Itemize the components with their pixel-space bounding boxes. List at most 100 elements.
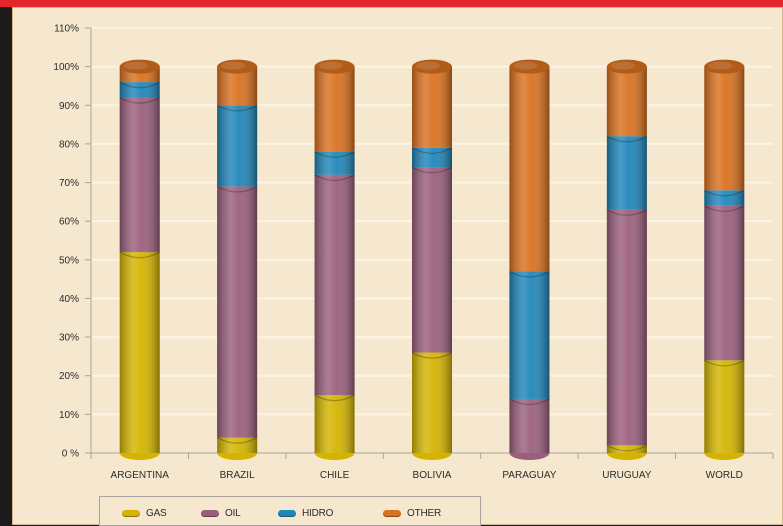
bar-shading (606, 445, 647, 453)
y-tick-label: 90% (59, 101, 79, 112)
bar-top-cap (412, 59, 452, 74)
bar-top-cap-shade (606, 59, 647, 74)
bar-shading (606, 136, 647, 210)
bar-top-cap (606, 59, 647, 74)
bar-top-cap-shade (119, 59, 160, 74)
legend-swatch (122, 509, 140, 517)
bar-shading (606, 209, 647, 446)
bar-top-highlight (221, 61, 246, 70)
segment-boundary (314, 174, 355, 182)
bar-top-cap (217, 59, 258, 74)
legend-item-gas: GAS (122, 507, 167, 519)
bar-top-cap (314, 59, 355, 74)
bar-top-cap-shade (314, 59, 355, 74)
y-tick-label: 0 % (62, 449, 79, 460)
segment-boundary (606, 135, 648, 143)
legend-item-oil: OIL (201, 507, 241, 519)
legend-label: HIDRO (302, 507, 334, 519)
bar-shading (704, 190, 745, 206)
bar-shading (509, 271, 550, 399)
top-accent-bar (0, 0, 783, 7)
x-tick-label: BOLIVIA (413, 470, 452, 481)
bar-shading (704, 66, 745, 191)
legend-swatch (278, 509, 296, 517)
x-tick-label: CHILE (320, 470, 350, 481)
y-tick-label: 20% (59, 371, 79, 382)
segment-boundary (411, 147, 453, 154)
bar-top-cap-shade (704, 59, 745, 74)
bar-shading (217, 186, 258, 438)
legend-label: GAS (146, 507, 167, 519)
bar-top-cap (704, 59, 745, 74)
bar-shading (217, 105, 258, 187)
segment-boundary (119, 81, 161, 89)
bar-shading (412, 352, 452, 453)
bar-shading (509, 66, 550, 272)
segment-boundary (509, 270, 550, 278)
legend: GAS OIL HIDRO OTHER (99, 496, 481, 526)
bar-shading (412, 147, 452, 168)
bar-top-highlight (416, 61, 440, 70)
y-tick-label: 100% (53, 62, 79, 73)
segment-boundary (509, 398, 550, 406)
segment-boundary (119, 251, 161, 259)
bar-shading (412, 66, 452, 148)
x-tick-label: WORLD (706, 470, 743, 481)
legend-swatch (383, 509, 401, 517)
bar-shading (119, 252, 160, 453)
legend-item-other: OTHER (383, 507, 441, 519)
bar-top-highlight (708, 61, 733, 70)
bar-shading (412, 167, 452, 353)
bar-shading (314, 174, 355, 396)
bar-shading (509, 398, 550, 453)
bar-top-cap-shade (509, 59, 550, 74)
bar-top-cap-shade (412, 59, 452, 74)
segment-boundary (411, 352, 453, 359)
bar-shading (314, 66, 355, 152)
bar-top-cap (509, 59, 550, 74)
bar-top-cap-shade (217, 59, 258, 74)
segment-boundary (703, 359, 745, 367)
y-tick-label: 50% (59, 255, 79, 266)
stacked-bar-chart: 0 % 10% 20% 30% 40% 50% 60% 70% 80% 90% 100% 110% AR… (53, 24, 774, 481)
legend-label: OTHER (407, 507, 442, 519)
legend-swatch (201, 509, 219, 517)
segment-boundary (411, 166, 453, 174)
bar-top-highlight (610, 61, 635, 70)
x-tick-label: ARGENTINA (111, 470, 170, 481)
y-tick-label: 30% (59, 333, 79, 344)
y-tick-label: 70% (59, 178, 79, 189)
y-tick-label: 10% (59, 410, 79, 421)
segment-boundary (216, 185, 258, 193)
segment-boundary (119, 97, 161, 104)
legend-item-hidro: HIDRO (278, 507, 333, 519)
chart-panel: 0 % 10% 20% 30% 40% 50% 60% 70% 80% 90% 100% 110% AR… (12, 7, 783, 526)
bar-top-highlight (513, 61, 538, 70)
segment-boundary (703, 189, 745, 197)
bar-top-cap (119, 59, 160, 74)
segment-boundary (314, 394, 355, 402)
bar-shading (606, 66, 647, 137)
bar-shading (314, 395, 355, 453)
bar-shading (704, 360, 745, 453)
bar-shading (704, 205, 745, 361)
bar-top-highlight (123, 61, 148, 70)
x-tick-label: BRAZIL (220, 470, 255, 481)
segment-boundary (216, 437, 258, 444)
x-tick-label: URUGUAY (602, 470, 652, 481)
bar-shading (119, 97, 160, 253)
y-tick-label: 80% (59, 139, 79, 150)
segment-boundary (606, 444, 648, 452)
segment-boundary (606, 209, 648, 216)
y-tick-label: 110% (54, 24, 79, 35)
legend-label: OIL (225, 507, 241, 519)
segment-boundary (216, 104, 258, 112)
y-tick-label: 60% (59, 217, 79, 228)
bar-shading (119, 82, 160, 98)
y-tick-label: 40% (59, 294, 79, 305)
segment-boundary (314, 151, 355, 158)
bar-top-highlight (318, 61, 343, 70)
x-tick-label: PARAGUAY (502, 470, 556, 481)
bar-shading (217, 437, 258, 453)
segment-boundary (703, 205, 745, 212)
